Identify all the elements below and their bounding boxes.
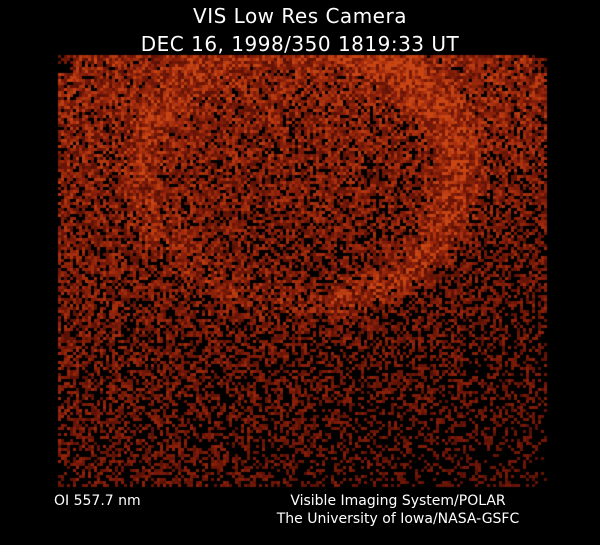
image-title: VIS Low Res Camera <box>193 4 407 28</box>
filter-wavelength: OI 557.7 nm <box>54 493 141 509</box>
image-timestamp: DEC 16, 1998/350 1819:33 UT <box>140 32 460 56</box>
institution-credit: The University of Iowa/NASA-GSFC <box>276 511 520 527</box>
instrument-credit: Visible Imaging System/POLAR <box>290 493 506 509</box>
